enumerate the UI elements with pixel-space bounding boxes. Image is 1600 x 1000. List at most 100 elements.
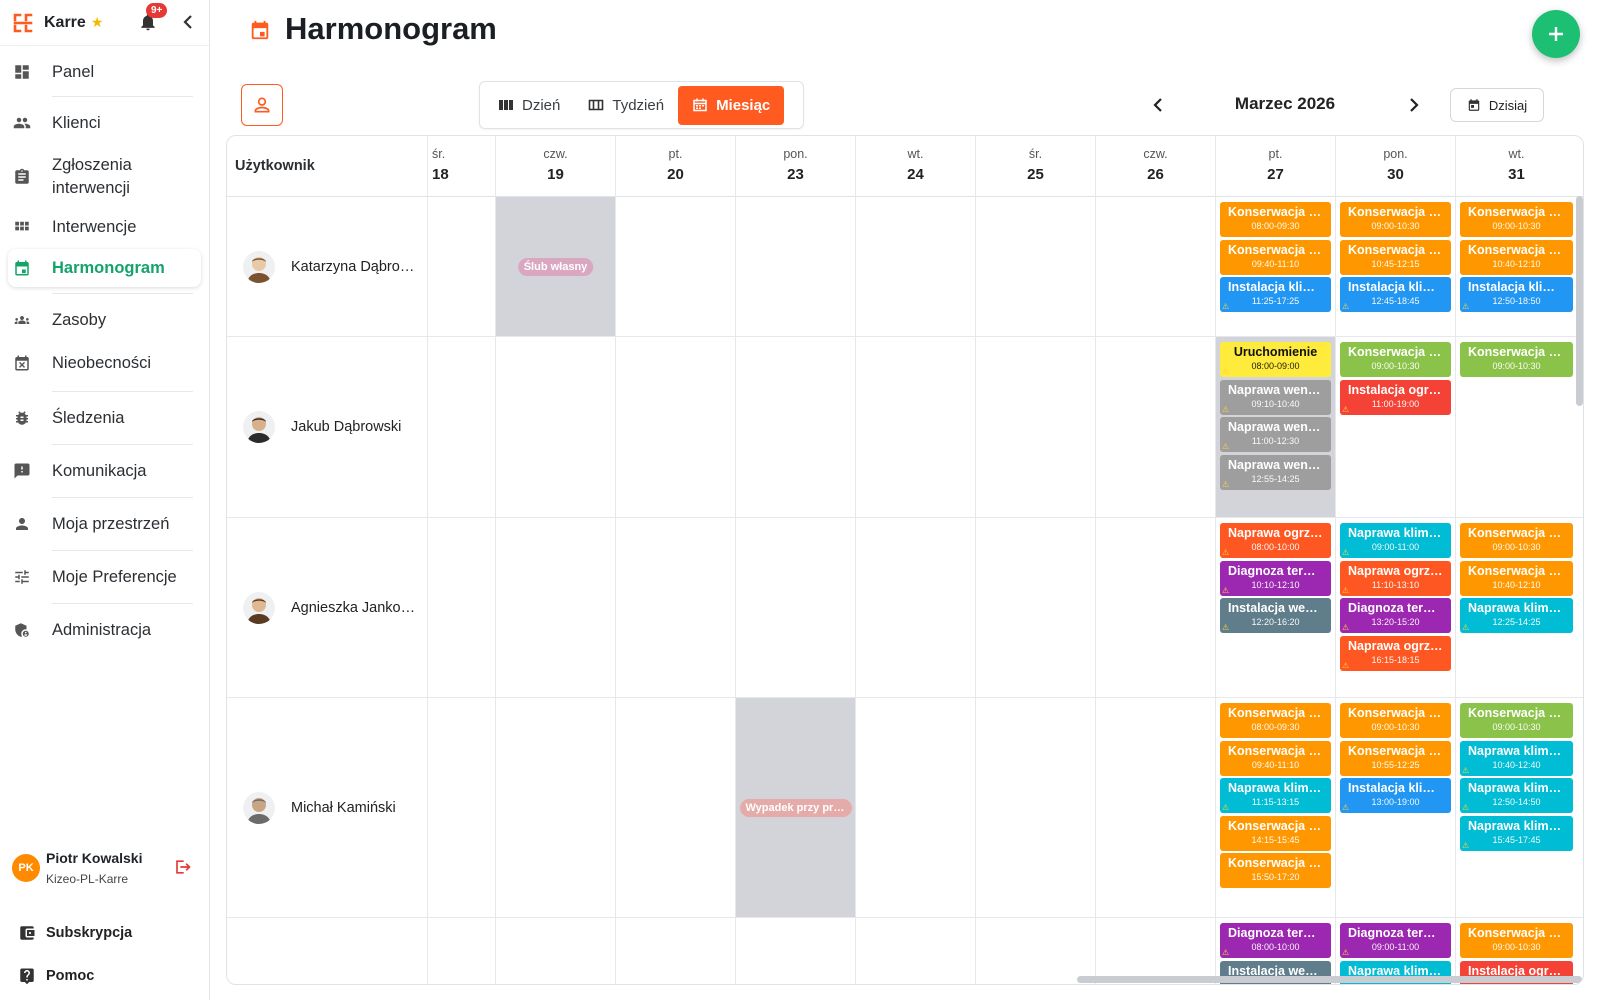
- event-card[interactable]: Instalacja klimatyzacji 12:45-18:45 ⚠: [1340, 277, 1451, 312]
- day-cell[interactable]: Konserwacja kotła09:00-10:30Konserwacja …: [1455, 518, 1577, 697]
- sidebar-item-moje-preferencje[interactable]: Moje Preferencje: [0, 551, 209, 603]
- event-card[interactable]: Naprawa ogrzewania 08:00-10:00 ⚠: [1220, 523, 1331, 558]
- day-cell[interactable]: Konserwacja kotła09:00-10:30Konserwacja …: [1335, 197, 1455, 336]
- day-cell[interactable]: [427, 698, 495, 917]
- karre-logo-icon[interactable]: [12, 12, 34, 34]
- event-card[interactable]: Konserwacja kotła 09:00-10:30: [1460, 703, 1573, 738]
- event-card[interactable]: Naprawa klimatyzacji 11:15-13:15 ⚠: [1220, 778, 1331, 813]
- event-card[interactable]: Konserwacja kotła10:55-12:25: [1340, 740, 1451, 776]
- day-cell[interactable]: [615, 698, 735, 917]
- event-card[interactable]: Konserwacja kotła10:45-12:15: [1340, 239, 1451, 275]
- sidebar-item-zasoby[interactable]: Zasoby: [0, 294, 209, 346]
- event-card[interactable]: Konserwacja kotła 09:00-10:30: [1460, 523, 1573, 558]
- event-card[interactable]: Instalacja wentylacji 12:20-16:20 ⚠: [1220, 598, 1331, 633]
- event-card[interactable]: Konserwacja kotła 09:00-10:30: [1460, 202, 1573, 237]
- day-cell[interactable]: Naprawa klimatyzacji09:00-11:00⚠Naprawa …: [1335, 518, 1455, 697]
- absence-badge[interactable]: Ślub własny: [517, 257, 594, 276]
- sidebar-item-moja-przestrzen[interactable]: Moja przestrzeń: [0, 498, 209, 550]
- user-filter-button[interactable]: [241, 84, 283, 126]
- event-card[interactable]: Konserwacja kotła14:15-15:45: [1220, 815, 1331, 851]
- subscription-link[interactable]: Subskrypcja: [0, 918, 210, 948]
- event-card[interactable]: Instalacja ogrzewania11:00-19:00 ⚠: [1340, 379, 1451, 415]
- row-user[interactable]: Jakub Dąbrowski: [227, 337, 427, 517]
- event-card[interactable]: Naprawa ogrzewania16:15-18:15 ⚠: [1340, 635, 1451, 671]
- day-cell[interactable]: Konserwacja kotła08:00-09:30Konserwacja …: [1215, 197, 1335, 336]
- event-card[interactable]: Naprawa wentylacji09:10-10:40 ⚠: [1220, 379, 1331, 415]
- day-cell[interactable]: [615, 518, 735, 697]
- day-cell[interactable]: [1095, 197, 1215, 336]
- day-cell[interactable]: [735, 518, 855, 697]
- sidebar-item-komunikacja[interactable]: Komunikacja: [0, 445, 209, 497]
- event-card[interactable]: Diagnoza termiczna10:10-12:10 ⚠: [1220, 560, 1331, 596]
- day-cell[interactable]: [855, 698, 975, 917]
- sidebar-item-administracja[interactable]: Administracja: [0, 604, 209, 656]
- row-user[interactable]: Michał Kamiński: [227, 698, 427, 917]
- event-card[interactable]: Instalacja klimatyzacji 11:25-17:25 ⚠: [1220, 277, 1331, 312]
- day-cell[interactable]: [495, 518, 615, 697]
- day-cell[interactable]: Konserwacja kotła 09:00-10:30: [1455, 337, 1577, 517]
- day-cell[interactable]: Konserwacja kotła 09:00-10:30 Instalacja o…: [1335, 337, 1455, 517]
- event-card[interactable]: Konserwacja kotła 09:00-10:30: [1460, 923, 1573, 958]
- event-card[interactable]: Konserwacja kotła09:40-11:10: [1220, 239, 1331, 275]
- day-cell[interactable]: [615, 337, 735, 517]
- event-card[interactable]: Naprawa klimatyzacji10:40-12:40 ⚠: [1460, 740, 1573, 776]
- day-cell[interactable]: Naprawa ogrzewania08:00-10:00⚠Diagnoza t…: [1215, 518, 1335, 697]
- day-cell[interactable]: [615, 197, 735, 336]
- event-card[interactable]: Diagnoza termiczna 13:20-15:20 ⚠: [1340, 598, 1451, 633]
- day-cell[interactable]: Konserwacja kotła08:00-09:30Konserwacja …: [1215, 698, 1335, 917]
- sidebar-item-klienci[interactable]: Klienci: [0, 97, 209, 149]
- day-cell[interactable]: [735, 197, 855, 336]
- day-cell[interactable]: Ślub własny: [495, 197, 615, 336]
- sidebar-item-interwencje[interactable]: Interwencje: [0, 205, 209, 249]
- day-cell[interactable]: Diagnoza termiczna09:00-11:00⚠Naprawa kl…: [1335, 918, 1455, 984]
- day-cell[interactable]: Diagnoza termiczna08:00-10:00⚠Instalacja…: [1215, 918, 1335, 984]
- row-user[interactable]: Jan Kowalczyk: [227, 918, 427, 984]
- event-card[interactable]: Naprawa klimatyzacji15:45-17:45 ⚠: [1460, 815, 1573, 851]
- event-card[interactable]: Konserwacja kotła 09:00-10:30: [1340, 342, 1451, 377]
- previous-month-chevron-left-icon[interactable]: [1148, 93, 1168, 117]
- day-cell[interactable]: [1095, 698, 1215, 917]
- logout-icon[interactable]: [172, 857, 192, 877]
- day-cell[interactable]: [495, 337, 615, 517]
- event-card[interactable]: Diagnoza termiczna 09:00-11:00 ⚠: [1340, 923, 1451, 958]
- event-card[interactable]: Naprawa ogrzewania11:10-13:10 ⚠: [1340, 560, 1451, 596]
- day-cell[interactable]: [495, 698, 615, 917]
- brand-name[interactable]: Karre: [44, 13, 86, 31]
- vertical-scrollbar[interactable]: [1576, 196, 1583, 406]
- event-card[interactable]: Instalacja klimatyzacji 12:50-18:50 ⚠: [1460, 277, 1573, 312]
- sidebar-item-sledzenia[interactable]: Śledzenia: [0, 392, 209, 444]
- day-cell[interactable]: [427, 197, 495, 336]
- event-card[interactable]: Konserwacja kotła 09:00-10:30: [1340, 703, 1451, 738]
- event-card[interactable]: Naprawa klimatyzacji 09:00-11:00 ⚠: [1340, 523, 1451, 558]
- day-cell[interactable]: [427, 918, 495, 984]
- day-cell[interactable]: [735, 337, 855, 517]
- horizontal-scrollbar[interactable]: [1077, 976, 1582, 983]
- sidebar-item-panel[interactable]: Panel: [0, 48, 209, 96]
- day-cell[interactable]: [855, 337, 975, 517]
- day-cell[interactable]: Konserwacja kotła09:00-10:30Konserwacja …: [1455, 197, 1577, 336]
- sidebar-item-nieobecnosci[interactable]: Nieobecności: [0, 346, 209, 380]
- day-cell[interactable]: [855, 197, 975, 336]
- absence-badge[interactable]: Wypadek przy pracy: [739, 798, 852, 817]
- day-cell[interactable]: [1095, 518, 1215, 697]
- today-button[interactable]: Dzisiaj: [1450, 88, 1544, 122]
- event-card[interactable]: Instalacja klimatyzacji 13:00-19:00 ⚠: [1340, 778, 1451, 813]
- day-cell[interactable]: [427, 518, 495, 697]
- view-month-button[interactable]: Miesiąc: [678, 85, 785, 125]
- row-user[interactable]: Katarzyna Dąbrowska: [227, 197, 427, 336]
- collapse-sidebar-chevron-left-icon[interactable]: [180, 12, 196, 32]
- event-card[interactable]: Konserwacja kotła 09:00-10:30: [1340, 202, 1451, 237]
- add-button[interactable]: [1532, 10, 1580, 58]
- day-cell[interactable]: [735, 918, 855, 984]
- view-week-button[interactable]: Tydzień: [574, 86, 678, 125]
- sidebar-item-zgloszenia[interactable]: Zgłoszenia interwencji: [0, 149, 209, 205]
- day-cell[interactable]: [855, 918, 975, 984]
- event-card[interactable]: Naprawa klimatyzacji 12:25-14:25 ⚠: [1460, 598, 1573, 633]
- event-card[interactable]: Naprawa wentylacji12:55-14:25 ⚠: [1220, 454, 1331, 490]
- day-cell[interactable]: [975, 918, 1095, 984]
- day-cell[interactable]: [855, 518, 975, 697]
- event-card[interactable]: Uruchomienie 08:00-09:00 ⚠: [1220, 342, 1331, 377]
- event-card[interactable]: Konserwacja kotła 08:00-09:30: [1220, 202, 1331, 237]
- day-cell[interactable]: [1095, 337, 1215, 517]
- event-card[interactable]: Naprawa klimatyzacji 12:50-14:50 ⚠: [1460, 778, 1573, 813]
